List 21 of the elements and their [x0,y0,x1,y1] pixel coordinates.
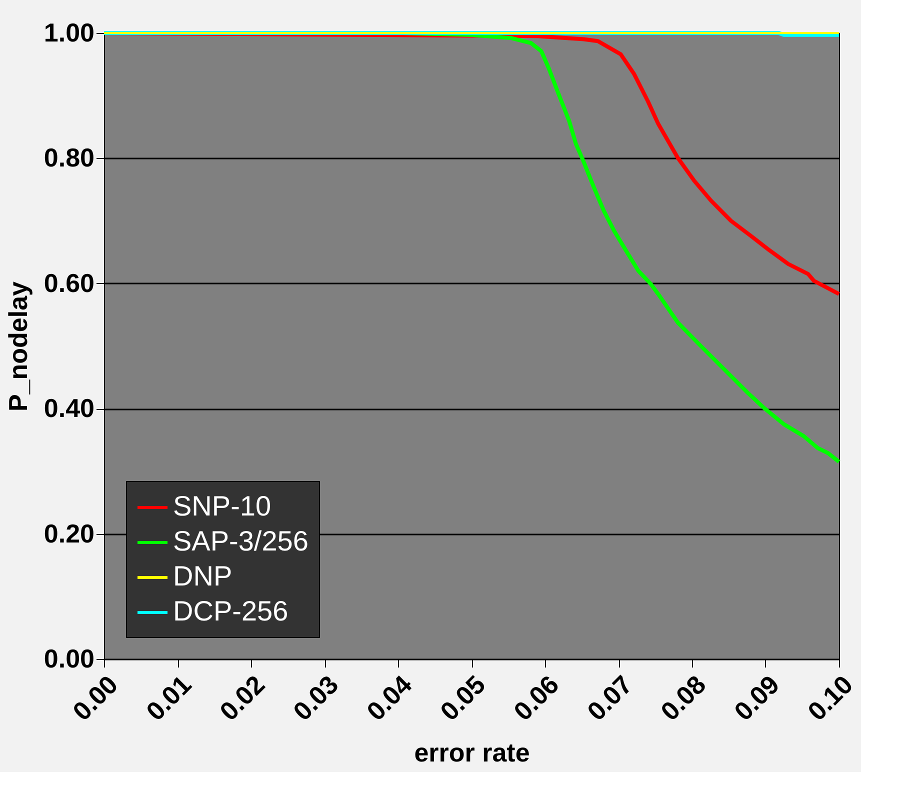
x-axis-title: error rate [414,738,530,768]
x-tick-label: 0.09 [728,669,786,726]
legend-label: DNP [173,560,232,592]
y-axis-title: P_nodelay [2,280,33,412]
y-tick-label: 0.40 [44,393,94,424]
legend-label: DCP-256 [173,596,288,626]
legend-label: SNP-10 [173,490,272,522]
x-tick-label: 0.10 [802,669,859,726]
x-tick-label: 0.05 [434,669,492,726]
x-tick-label: 0.08 [654,669,712,726]
y-tick-label: 0.20 [44,518,94,548]
y-tick-label: 1.00 [44,18,94,48]
x-tick-label: 0.01 [140,669,198,726]
x-tick-label: 0.02 [214,669,271,726]
x-tick-label: 0.06 [508,669,565,726]
legend-label: SAP-3/256 [173,526,308,556]
y-tick-label: 0.00 [44,644,94,674]
x-tick-label: 0.03 [287,669,344,726]
y-tick-label: 0.80 [44,142,94,173]
y-tick-label: 0.60 [44,268,94,298]
x-tick-label: 0.04 [360,669,418,726]
